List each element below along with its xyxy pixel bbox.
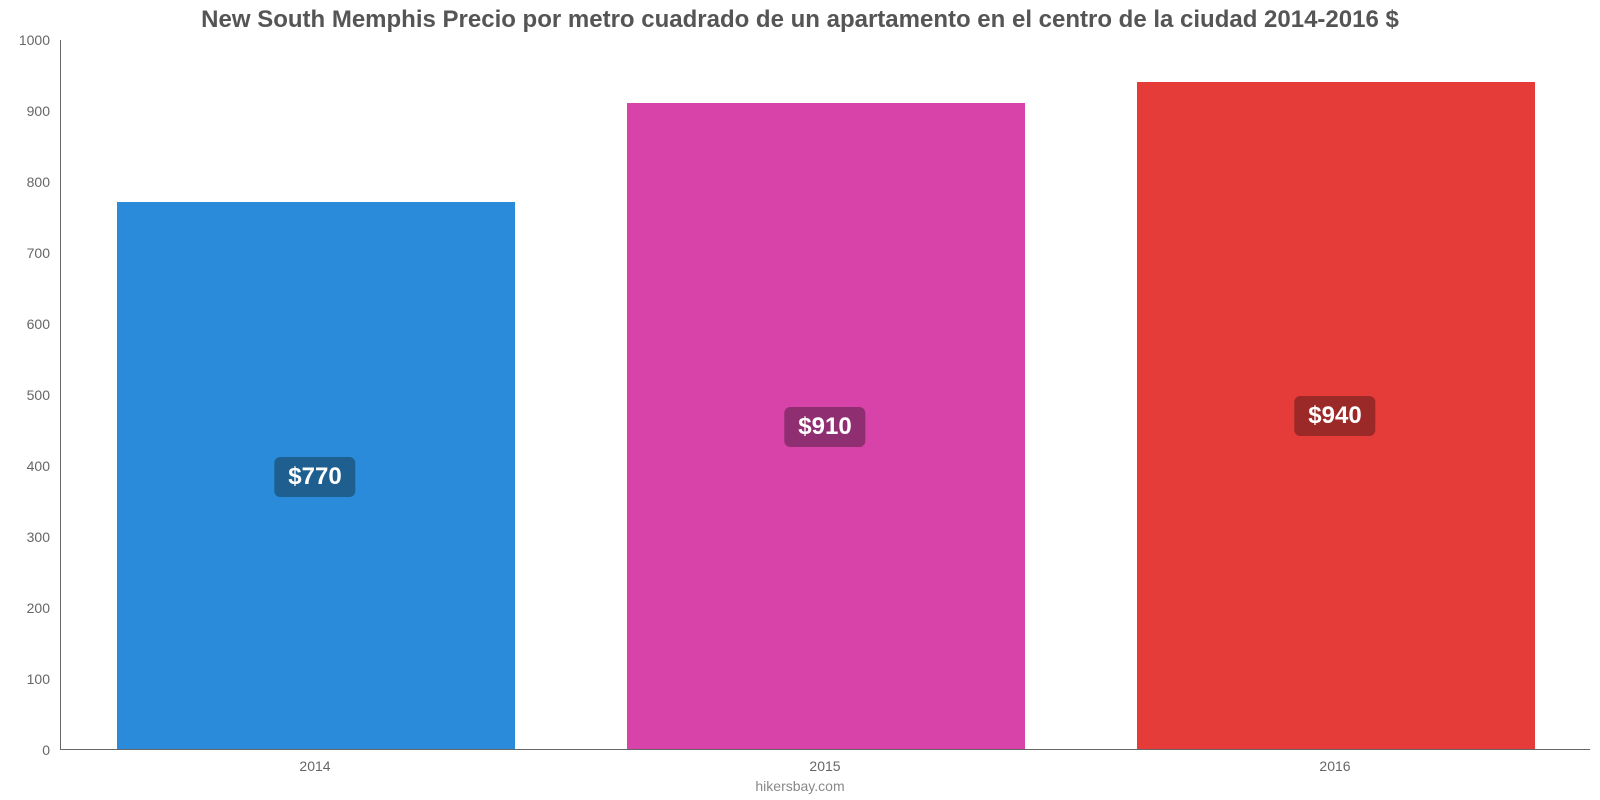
chart-title: New South Memphis Precio por metro cuadr… bbox=[0, 6, 1600, 34]
y-tick-label: 800 bbox=[0, 174, 50, 190]
y-tick-label: 1000 bbox=[0, 32, 50, 48]
y-tick-label: 600 bbox=[0, 316, 50, 332]
y-tick-label: 200 bbox=[0, 600, 50, 616]
plot-area bbox=[60, 40, 1590, 750]
y-tick-label: 0 bbox=[0, 742, 50, 758]
y-tick-label: 500 bbox=[0, 387, 50, 403]
value-badge: $940 bbox=[1294, 396, 1375, 436]
y-tick-label: 700 bbox=[0, 245, 50, 261]
y-tick-label: 900 bbox=[0, 103, 50, 119]
chart-footer: hikersbay.com bbox=[0, 778, 1600, 794]
value-badge: $770 bbox=[274, 457, 355, 497]
x-tick-label: 2014 bbox=[299, 758, 330, 774]
x-tick-label: 2015 bbox=[809, 758, 840, 774]
x-tick-label: 2016 bbox=[1319, 758, 1350, 774]
y-tick-label: 100 bbox=[0, 671, 50, 687]
chart-container: New South Memphis Precio por metro cuadr… bbox=[0, 0, 1600, 800]
value-badge: $910 bbox=[784, 407, 865, 447]
y-tick-label: 400 bbox=[0, 458, 50, 474]
y-tick-label: 300 bbox=[0, 529, 50, 545]
